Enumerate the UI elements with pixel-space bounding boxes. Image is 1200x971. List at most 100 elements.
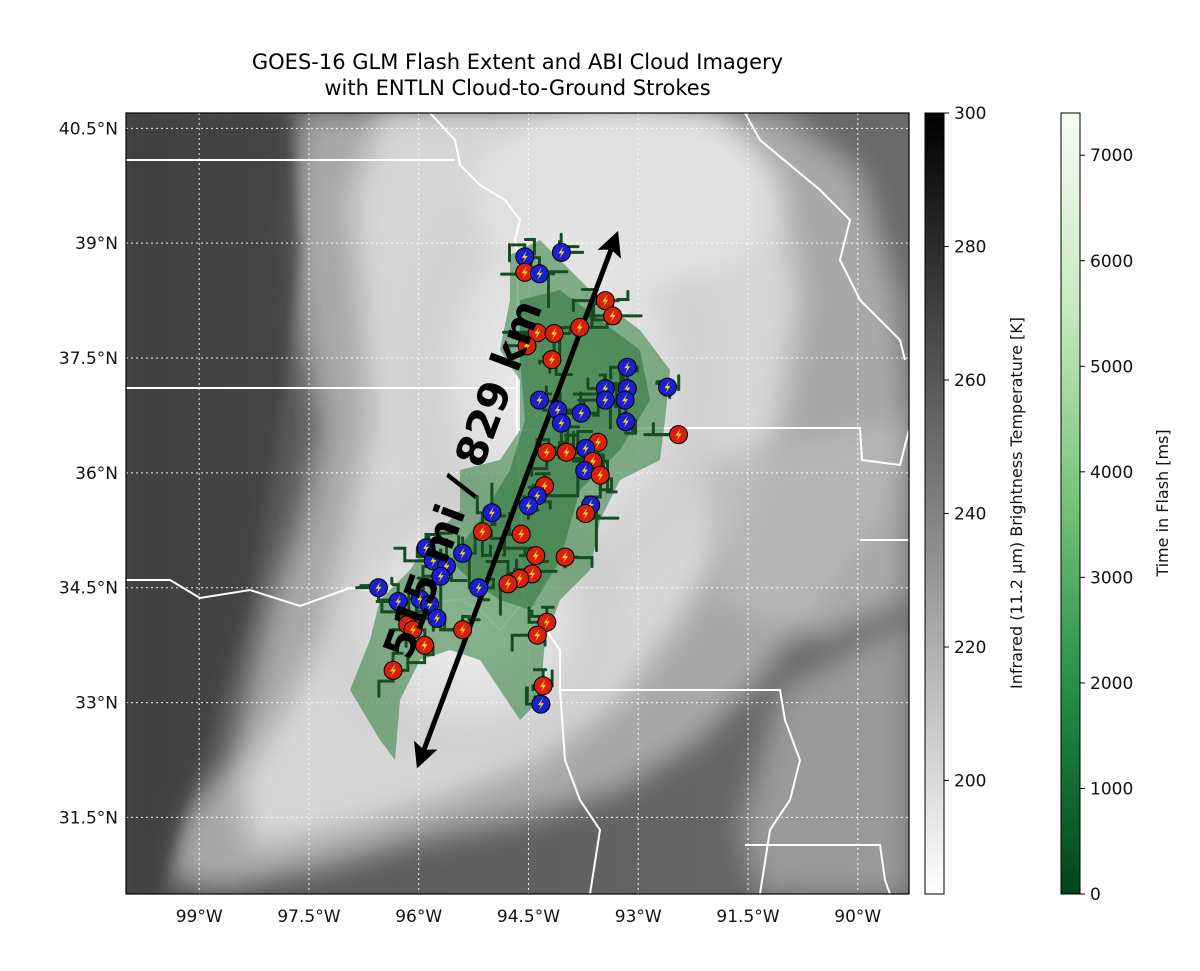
- positive-stroke-marker: [453, 620, 473, 640]
- lightning-bolt-icon: [540, 679, 547, 692]
- positive-stroke-marker: [544, 324, 564, 343]
- flash-colorbar-label: Time in Flash [ms]: [1153, 429, 1172, 577]
- ir-colorbar-ticks: 200 220 240 260 280 300: [944, 104, 986, 792]
- lightning-bolt-icon: [624, 361, 631, 374]
- lat-tick-label: 34.5°N: [59, 579, 118, 599]
- negative-stroke-marker: [615, 390, 635, 410]
- positive-stroke-marker: [517, 336, 537, 356]
- positive-stroke-marker: [595, 291, 615, 311]
- colorbar-tick-label: 280: [954, 238, 986, 258]
- positive-stroke-marker: [537, 612, 557, 632]
- positive-stroke-marker: [415, 635, 435, 655]
- lightning-bolt-icon: [602, 294, 609, 307]
- lightning-bolt-icon: [622, 394, 629, 407]
- lightning-bolt-icon: [595, 436, 601, 449]
- ir-colorbar-ramp: [924, 112, 945, 895]
- negative-stroke-marker: [595, 390, 615, 410]
- colorbar-tick-label: 2000: [1090, 674, 1133, 694]
- lightning-bolt-icon: [525, 499, 532, 512]
- flash-channel: [390, 576, 400, 603]
- lat-tick-label: 33°N: [75, 694, 118, 714]
- negative-stroke-marker: [530, 390, 549, 410]
- lightning-bolt-icon: [558, 246, 565, 259]
- lat-tick-label: 37.5°N: [59, 349, 118, 369]
- colorbar-tick-label: 5000: [1090, 357, 1133, 377]
- positive-stroke-marker: [537, 442, 557, 462]
- lightning-bolt-icon: [524, 339, 530, 352]
- lightning-bolt-icon: [576, 321, 583, 334]
- colorbar-tick-label: 200: [954, 772, 986, 792]
- positive-stroke-marker: [511, 524, 531, 544]
- lightning-bolt-icon: [534, 489, 541, 502]
- negative-stroke-marker: [551, 413, 571, 433]
- lon-tick-label: 97.5°W: [277, 907, 340, 927]
- lightning-bolt-icon: [529, 567, 536, 580]
- lon-tick-label: 96°W: [395, 907, 442, 927]
- lightning-bolt-icon: [675, 428, 682, 441]
- lightning-bolt-icon: [622, 415, 629, 428]
- lightning-bolt-icon: [421, 639, 428, 652]
- colorbar-tick-label: 1000: [1090, 779, 1133, 799]
- lat-tick-label: 36°N: [75, 464, 118, 484]
- lightning-bolt-icon: [597, 469, 604, 482]
- negative-stroke-marker: [369, 578, 388, 598]
- lightning-bolt-icon: [430, 554, 437, 567]
- lightning-bolt-icon: [548, 353, 555, 366]
- negative-stroke-marker: [571, 403, 591, 423]
- lightning-bolt-icon: [521, 266, 528, 279]
- positive-stroke-marker: [570, 317, 590, 337]
- lightning-bolt-icon: [554, 404, 561, 417]
- lightning-bolt-icon: [563, 446, 570, 459]
- colorbar-tick-label: 0: [1090, 885, 1101, 905]
- negative-stroke-marker: [482, 503, 502, 523]
- lightning-bolt-icon: [609, 309, 616, 322]
- lightning-bolt-icon: [534, 629, 541, 642]
- lightning-bolt-icon: [541, 479, 548, 492]
- lightning-bolt-icon: [624, 382, 631, 395]
- lightning-bolt-icon: [582, 442, 589, 455]
- map-frame: [125, 112, 910, 895]
- positive-stroke-marker: [576, 504, 596, 523]
- positive-stroke-marker: [603, 306, 623, 326]
- negative-stroke-marker: [469, 578, 489, 598]
- lightning-bolt-icon: [543, 616, 550, 629]
- negative-stroke-marker: [658, 377, 677, 397]
- lightning-bolt-icon: [505, 577, 511, 590]
- colorbar-tick-label: 260: [954, 371, 986, 391]
- lon-tick-label: 90°W: [834, 907, 881, 927]
- positive-stroke-marker: [669, 425, 688, 445]
- lightning-bolt-icon: [395, 595, 402, 608]
- lightning-bolt-icon: [459, 623, 466, 636]
- lon-tick-label: 99°W: [176, 907, 223, 927]
- border-il-mo: [744, 113, 906, 361]
- lightning-bolt-icon: [434, 612, 440, 625]
- colorbar-tick-label: 240: [954, 505, 986, 525]
- positive-stroke-marker: [383, 660, 403, 680]
- lightning-bolt-icon: [417, 593, 424, 606]
- lightning-bolt-icon: [602, 382, 609, 395]
- negative-stroke-marker: [616, 412, 636, 432]
- positive-stroke-marker: [403, 620, 423, 640]
- lightning-bolt-icon: [409, 623, 416, 636]
- lightning-bolt-icon: [589, 455, 596, 468]
- lightning-bolt-icon: [479, 525, 486, 538]
- lightning-bolt-icon: [534, 326, 541, 339]
- lon-tick-label: 91.5°W: [716, 907, 779, 927]
- lightning-bolt-icon: [664, 381, 671, 394]
- positive-stroke-marker: [527, 625, 547, 645]
- lightning-bolt-icon: [516, 572, 523, 585]
- negative-stroke-marker: [519, 496, 538, 516]
- positive-stroke-marker: [557, 442, 576, 462]
- lightning-bolt-icon: [562, 551, 569, 564]
- lon-tick-label: 93°W: [615, 907, 662, 927]
- negative-stroke-marker: [453, 543, 473, 563]
- lightning-bolt-icon: [426, 598, 433, 611]
- lightning-bolt-icon: [578, 407, 585, 420]
- lightning-bolt-icon: [521, 250, 528, 263]
- lightning-bolt-icon: [375, 581, 382, 594]
- lat-tick-label: 31.5°N: [59, 808, 118, 828]
- colorbar-tick-label: 3000: [1090, 568, 1133, 588]
- lightning-bolt-icon: [536, 394, 543, 407]
- lightning-bolt-icon: [537, 698, 544, 711]
- positive-stroke-marker: [590, 465, 610, 485]
